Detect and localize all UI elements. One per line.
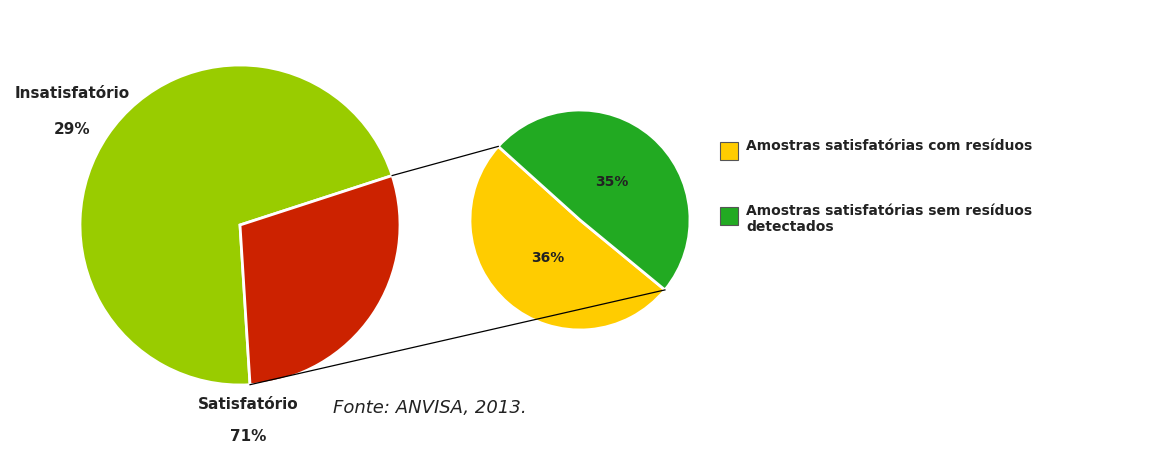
Text: 29%: 29%	[53, 122, 90, 136]
Text: Satisfatório: Satisfatório	[198, 397, 299, 412]
Text: Amostras satisfatórias sem resíduos: Amostras satisfatórias sem resíduos	[746, 204, 1032, 218]
Bar	[720, 207, 738, 225]
Wedge shape	[240, 176, 400, 385]
Text: Fonte: ANVISA, 2013.: Fonte: ANVISA, 2013.	[334, 399, 527, 417]
Wedge shape	[80, 65, 393, 385]
Wedge shape	[470, 146, 665, 330]
Wedge shape	[498, 110, 690, 290]
Text: Insatisfatório: Insatisfatório	[14, 86, 130, 101]
Text: detectados: detectados	[746, 220, 834, 234]
Text: 35%: 35%	[595, 176, 629, 189]
Text: 36%: 36%	[532, 251, 564, 265]
Text: Amostras satisfatórias com resíduos: Amostras satisfatórias com resíduos	[746, 139, 1032, 153]
Text: 71%: 71%	[229, 429, 266, 444]
Bar	[720, 142, 738, 160]
